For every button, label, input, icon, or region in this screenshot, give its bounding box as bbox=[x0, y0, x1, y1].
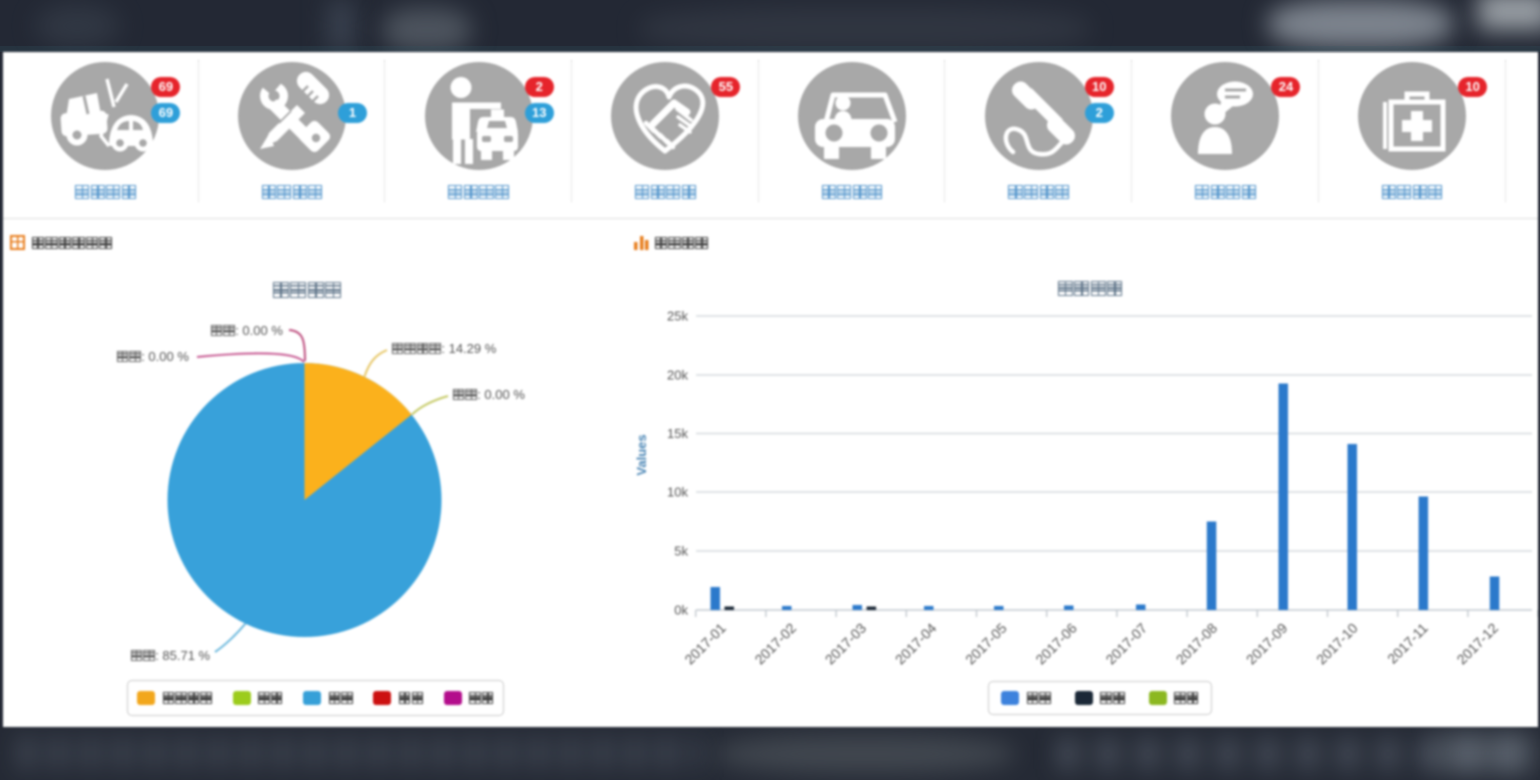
svg-text:15k: 15k bbox=[667, 426, 688, 441]
svg-text:2017-11: 2017-11 bbox=[1384, 620, 1431, 667]
svg-text:2017-01: 2017-01 bbox=[681, 620, 729, 668]
svg-text:2017-04: 2017-04 bbox=[892, 620, 940, 668]
svg-text:10k: 10k bbox=[667, 485, 688, 500]
svg-text:2017-03: 2017-03 bbox=[822, 620, 870, 668]
svg-text:2017-09: 2017-09 bbox=[1243, 620, 1291, 668]
svg-text:20k: 20k bbox=[667, 368, 688, 383]
svg-text:2017-10: 2017-10 bbox=[1313, 620, 1361, 668]
svg-text:2017-05: 2017-05 bbox=[962, 620, 1010, 668]
svg-text:2017-12: 2017-12 bbox=[1453, 620, 1501, 668]
svg-text:2017-02: 2017-02 bbox=[751, 620, 799, 668]
svg-text:Values: Values bbox=[634, 434, 649, 475]
svg-text:2017-07: 2017-07 bbox=[1102, 620, 1150, 668]
svg-text:2017-08: 2017-08 bbox=[1173, 620, 1221, 668]
svg-text:25k: 25k bbox=[667, 309, 688, 324]
svg-text:0k: 0k bbox=[674, 603, 688, 618]
svg-text:5k: 5k bbox=[674, 544, 688, 559]
svg-text:2017-06: 2017-06 bbox=[1032, 620, 1080, 668]
